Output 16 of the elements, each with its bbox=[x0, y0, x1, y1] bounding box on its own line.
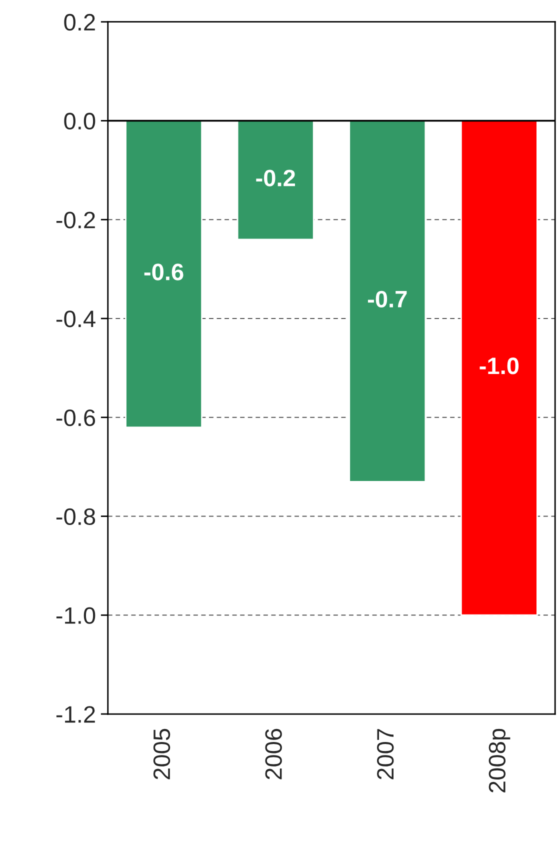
data-label: -0.2 bbox=[256, 170, 295, 186]
y-tick-label: -1.0 bbox=[56, 607, 96, 624]
x-tick-label: 2005 bbox=[153, 728, 170, 780]
x-tick-label: 2008p bbox=[488, 728, 510, 792]
data-label: -0.7 bbox=[368, 290, 407, 308]
y-tick-label: -0.8 bbox=[56, 508, 96, 526]
x-tick-label: 2007 bbox=[377, 729, 394, 780]
y-tick-label: 0.2 bbox=[64, 14, 95, 31]
x-tick-label: 2006 bbox=[265, 728, 282, 780]
y-tick-label: -0.4 bbox=[56, 310, 96, 328]
data-label: -0.6 bbox=[144, 264, 184, 280]
y-tick-label: -0.2 bbox=[56, 212, 95, 228]
y-tick-label: 0.0 bbox=[64, 112, 96, 130]
y-tick-label: -0.6 bbox=[56, 409, 96, 426]
data-label: -1.0 bbox=[480, 358, 519, 374]
y-tick-label: -1.2 bbox=[56, 706, 95, 723]
